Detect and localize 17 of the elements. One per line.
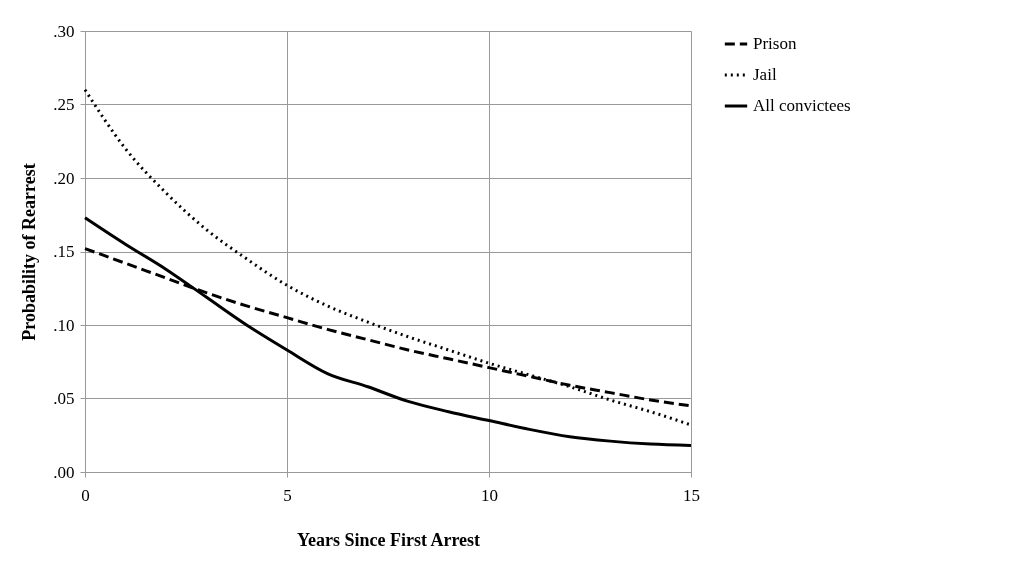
y-axis-title: Probability of Rearrest <box>19 163 40 341</box>
y-tick-label: .20 <box>53 168 75 188</box>
x-tick-label: 10 <box>481 485 498 505</box>
legend-label: Jail <box>753 65 777 84</box>
legend-label: Prison <box>753 34 797 53</box>
x-tick-label: 0 <box>81 485 90 505</box>
y-tick-label: .10 <box>53 315 75 335</box>
y-tick-label: .25 <box>53 95 75 114</box>
x-tick-label: 15 <box>683 485 700 505</box>
line-series <box>83 216 693 448</box>
x-axis-title: Years Since First Arrest <box>296 529 481 550</box>
y-tick-label: .00 <box>53 462 75 482</box>
y-tick-label: .15 <box>53 242 75 261</box>
y-tick-label: .05 <box>53 389 75 408</box>
legend-label: All convictees <box>753 96 851 115</box>
y-tick-label: .30 <box>53 21 75 41</box>
x-tick-label: 5 <box>283 485 292 505</box>
